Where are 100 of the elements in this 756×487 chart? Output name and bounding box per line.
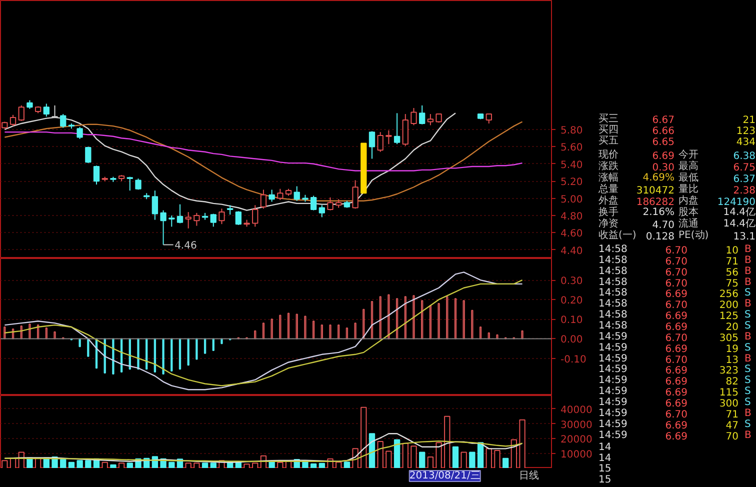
text: 2.38 — [733, 186, 756, 196]
text: S — [744, 342, 751, 354]
text: 6.69 — [665, 420, 688, 432]
text: 125 — [719, 311, 739, 322]
text: 6.70 — [665, 256, 688, 268]
text: S — [744, 386, 751, 398]
text: 换手 — [598, 206, 618, 218]
text: 今开 — [678, 148, 698, 160]
text: 14:59 — [598, 397, 628, 408]
text: 收益(一) — [598, 229, 636, 241]
text: 0.128 — [646, 232, 675, 242]
text: 最高 — [678, 160, 698, 172]
text: 日线 — [519, 470, 540, 482]
text: 6.67 — [652, 114, 674, 126]
text: S — [744, 310, 751, 321]
text: 14:59 — [598, 342, 628, 354]
text: 13 — [726, 354, 739, 366]
text: 涨幅 — [598, 172, 618, 184]
y-tick-label: 4.80 — [560, 212, 583, 222]
text: 外盘 — [598, 194, 618, 206]
text: 13.1 — [733, 232, 756, 242]
text: 71 — [726, 409, 739, 420]
text: 买四 — [598, 124, 618, 136]
y-tick-label: 40000 — [560, 404, 592, 416]
text: 14:58 — [598, 276, 628, 288]
text: 6.70 — [665, 278, 688, 290]
text: B — [744, 254, 752, 266]
text: 14:59 — [598, 430, 628, 441]
text: 14:58 — [598, 320, 628, 332]
text: 14.4亿 — [723, 218, 756, 230]
y-tick-label: 5.60 — [560, 142, 583, 154]
text: 115 — [719, 388, 739, 399]
text: 6.38 — [733, 151, 756, 162]
text: 10 — [726, 246, 739, 256]
text: 2013/08/21/三 — [409, 470, 480, 482]
text: 123 — [736, 126, 756, 137]
text: 15 — [598, 464, 612, 475]
text: 14:59 — [598, 418, 628, 430]
text: 6.69 — [665, 388, 688, 399]
text: B — [744, 408, 752, 419]
text: 6.69 — [665, 398, 688, 410]
text: 14:59 — [598, 353, 628, 364]
text: B — [744, 244, 752, 255]
text: 流通 — [678, 218, 698, 230]
text: 14:58 — [598, 266, 628, 277]
text: 70 — [726, 431, 739, 442]
text: 6.66 — [652, 126, 674, 137]
text: 0.30 — [652, 162, 674, 174]
text: 71 — [726, 256, 739, 268]
text: B — [744, 430, 752, 441]
y-tick-label: -0.10 — [560, 354, 586, 366]
y-tick-label: 4.60 — [560, 228, 583, 240]
text: 47 — [726, 420, 739, 432]
y-tick-label: 0.20 — [560, 296, 583, 307]
text: 15 — [598, 474, 612, 486]
text: 14:59 — [598, 364, 628, 376]
text: S — [744, 288, 751, 299]
text: 净资 — [598, 218, 618, 230]
text: 310472 — [636, 186, 675, 196]
text: B — [744, 331, 752, 342]
text: 14:59 — [598, 331, 628, 342]
text: S — [744, 364, 751, 376]
annotation: 4.46 — [174, 240, 197, 252]
text: 现价 — [598, 148, 618, 160]
text: 2.16% — [642, 207, 675, 218]
text: S — [744, 375, 751, 386]
text: B — [744, 276, 752, 288]
text: 总量 — [598, 183, 618, 195]
y-tick-label: 4.40 — [560, 246, 583, 257]
text: S — [744, 320, 751, 332]
text: 14:58 — [598, 298, 628, 310]
text: 305 — [719, 332, 739, 344]
text: 75 — [726, 278, 739, 290]
text: 19 — [726, 344, 739, 355]
text: 4.69% — [642, 172, 675, 184]
text: 14:58 — [598, 310, 628, 321]
text: 14:59 — [598, 408, 628, 419]
text: B — [744, 298, 752, 310]
text: 买三 — [598, 113, 618, 124]
text: 4.70 — [652, 220, 674, 231]
text: 最低 — [678, 172, 698, 184]
text: 6.69 — [665, 311, 688, 322]
text: 14.4亿 — [723, 207, 756, 218]
text: 买五 — [598, 135, 618, 146]
text: 6.69 — [665, 289, 688, 300]
y-tick-label: 20000 — [560, 434, 592, 446]
text: 6.65 — [652, 136, 674, 148]
text: PE(动) — [678, 230, 709, 241]
text: 14 — [598, 452, 612, 464]
text: 14:59 — [598, 386, 628, 398]
text: 323 — [719, 366, 739, 377]
text: 14:59 — [598, 375, 628, 386]
text: 量比 — [678, 183, 698, 195]
text: 6.69 — [665, 366, 688, 377]
text: 14 — [598, 442, 612, 454]
text: 14:58 — [598, 244, 628, 255]
text: 6.70 — [665, 354, 688, 366]
y-tick-label: 10000 — [560, 450, 592, 461]
text: 21 — [742, 114, 756, 126]
text: 涨跌 — [598, 160, 618, 172]
